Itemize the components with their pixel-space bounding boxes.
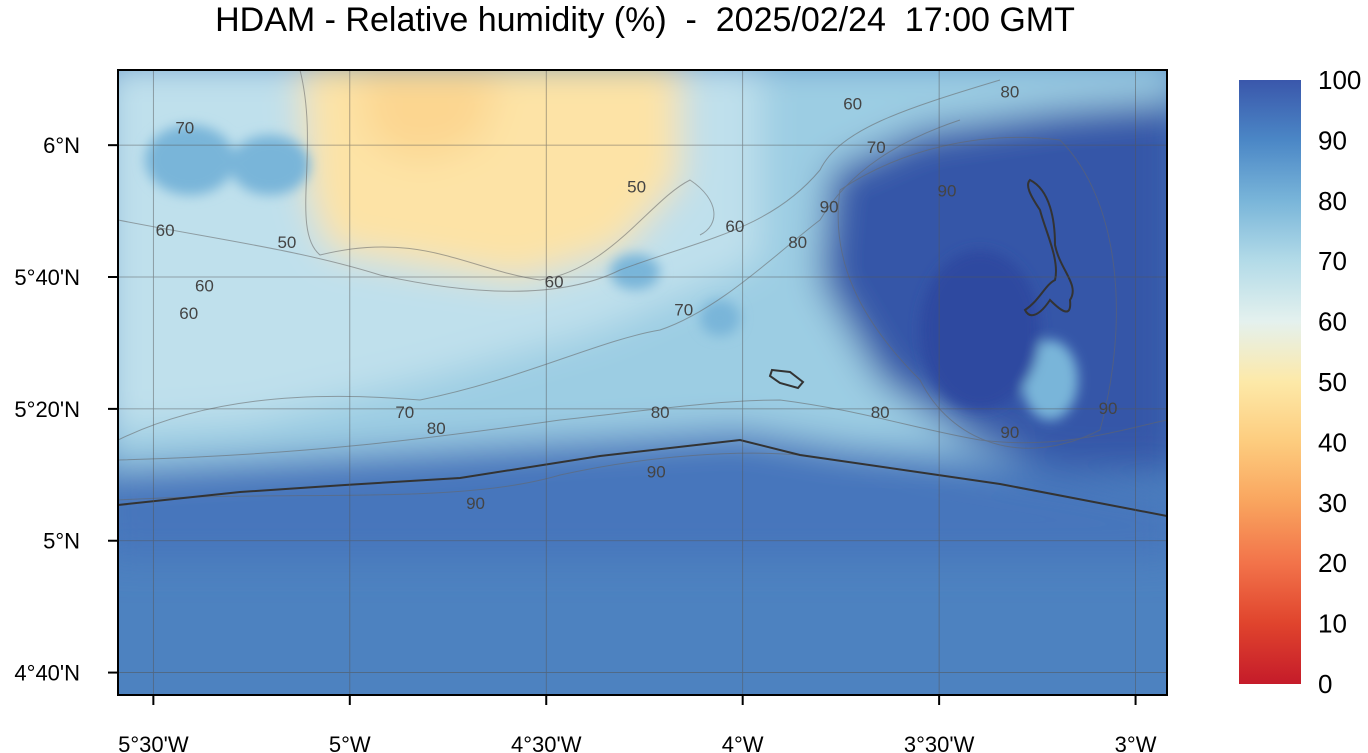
graticule [118,70,1167,695]
y-tick-label-0: 4°40'N [14,661,80,686]
humid-patch-center [610,254,660,290]
y-tick-label-1: 5°N [43,529,80,554]
max-humidity-core [920,250,1040,410]
colorbar-labels: 0 10 20 30 40 50 60 70 80 90 100 [1318,65,1361,699]
colorbar-scale [1239,80,1301,684]
contour-label-19: 90 [647,462,666,481]
plot-frame [117,69,1168,696]
contour-label-7: 60 [725,217,744,236]
contour-label-1: 60 [156,221,175,240]
contour-label-22: 90 [1099,399,1118,418]
colorbar-tick-label-6: 60 [1318,307,1347,337]
axis-ticks: 5°30'W 5°W 4°30'W 4°W 3°30'W 3°W 4°40'N 5°N 5°20… [14,133,1156,753]
humid-patch-east [1022,340,1078,420]
contour-label-2: 60 [195,277,214,296]
humid-coast-strip [118,430,1167,560]
contour-label-18: 80 [871,403,890,422]
contour-60 [118,79,1001,292]
humidity-field: 70 60 60 60 50 50 60 60 60 70 80 90 90 80 70 70 80 80 80 90… [118,70,1167,695]
colorbar-tick-label-9: 90 [1318,125,1347,155]
humid-patch-nw2 [230,135,310,195]
y-tick-label-2: 5°20'N [14,397,80,422]
contour-label-13: 80 [788,233,807,252]
colorbar-tick-label-4: 40 [1318,427,1347,457]
contour-label-10: 80 [1000,83,1019,102]
x-tick-label-1: 5°W [329,732,371,753]
y-tick-label-4: 6°N [43,133,80,158]
contour-70 [118,119,961,441]
contour-label-14: 70 [674,300,693,319]
contour-label-17: 80 [651,403,670,422]
colorbar-tick-label-3: 30 [1318,488,1347,518]
contour-label-11: 90 [938,182,957,201]
x-tick-label-0: 5°30'W [118,732,189,753]
contour-label-0: 70 [175,118,194,137]
contour-label-layer: 70 60 60 60 50 50 60 60 60 70 80 90 90 80 70 70 80 80 80 90… [156,83,1118,513]
contour-label-8: 60 [843,95,862,114]
contour-label-9: 70 [867,138,886,157]
humid-patch-nw [145,125,235,195]
y-tick-label-3: 5°40'N [14,265,80,290]
colorbar-tick-label-5: 50 [1318,367,1347,397]
map-title: HDAM - Relative humidity (%) - 2025/02/2… [215,1,1075,39]
contour-90 [118,136,1117,501]
very-dry-core [360,70,500,160]
colorbar-tick-label-7: 70 [1318,246,1347,276]
contour-50 [299,70,715,281]
colorbar-tick-label-8: 80 [1318,186,1347,216]
colorbar-tick-label-2: 20 [1318,548,1347,578]
colorbar-tick-label-1: 10 [1318,609,1347,639]
colorbar: 0 10 20 30 40 50 60 70 80 90 100 [1239,65,1361,699]
contour-label-21: 90 [1000,423,1019,442]
contour-label-12: 90 [820,197,839,216]
colorbar-tick-label-10: 100 [1318,65,1361,95]
lagoon-outline [1023,178,1074,317]
x-tick-label-2: 4°30'W [511,732,582,753]
contour-label-4: 50 [277,233,296,252]
colorbar-tick-label-0: 0 [1318,669,1332,699]
x-tick-label-4: 3°30'W [904,732,975,753]
x-tick-label-5: 3°W [1115,732,1157,753]
lagoon-small [768,368,805,390]
contour-label-20: 90 [466,494,485,513]
coastline [118,438,1167,517]
contour-label-3: 60 [179,304,198,323]
contour-label-16: 80 [427,419,446,438]
contour-label-15: 70 [395,403,414,422]
humid-patch-center2 [700,300,740,336]
contour-label-6: 60 [545,273,564,292]
contour-label-5: 50 [627,178,646,197]
x-tick-label-3: 4°W [722,732,764,753]
